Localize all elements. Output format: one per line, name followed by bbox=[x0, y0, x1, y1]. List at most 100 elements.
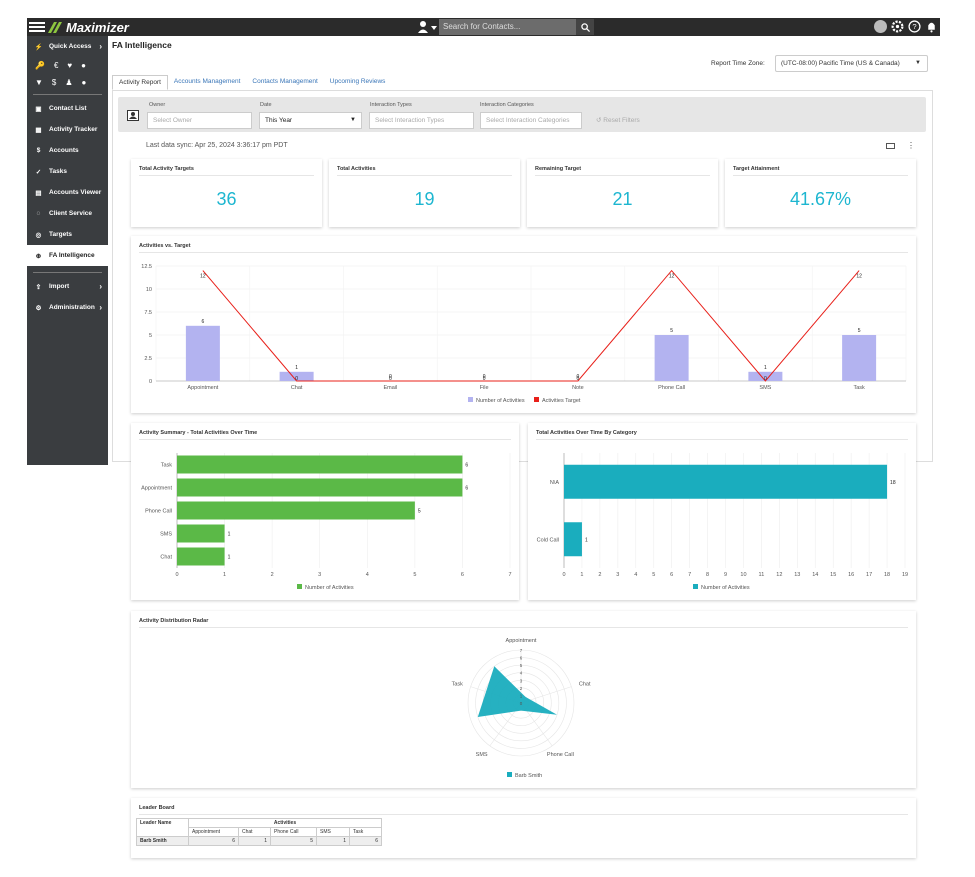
app-logo[interactable]: Maximizer bbox=[48, 20, 129, 35]
kpi-title: Target Attainment bbox=[733, 166, 780, 172]
legend-swatch bbox=[507, 772, 512, 777]
tab-contacts-management[interactable]: Contacts Management bbox=[252, 78, 318, 85]
dollar-icon[interactable]: $ bbox=[51, 78, 57, 87]
target-value-label: 12 bbox=[669, 274, 675, 280]
radar-tick-label: 6 bbox=[520, 656, 523, 661]
x-tick-label: Phone Call bbox=[658, 385, 685, 391]
sidebar-item-activity-tracker[interactable]: ▦ Activity Tracker bbox=[27, 119, 108, 140]
contact-list-icon: ▣ bbox=[35, 105, 42, 113]
x-tick-label: 13 bbox=[794, 572, 800, 578]
sidebar-item-import[interactable]: ⇪ Import › bbox=[27, 276, 108, 297]
contact-search-type-icon[interactable] bbox=[417, 20, 439, 34]
sidebar-item-targets[interactable]: ◎ Targets bbox=[27, 224, 108, 245]
radar-axis-label: Appointment bbox=[506, 638, 537, 644]
category-chart-card: Total Activities Over Time By Category 0… bbox=[528, 423, 916, 600]
search-button[interactable] bbox=[576, 19, 594, 35]
radar-card: Activity Distribution Radar Appointment C… bbox=[131, 611, 916, 788]
legend-swatch bbox=[297, 584, 302, 589]
y-tick-label: SMS bbox=[160, 532, 172, 538]
sidebar-item-label: Accounts Viewer bbox=[49, 189, 102, 196]
table-cell: 1 bbox=[316, 836, 350, 846]
x-tick-label: Task bbox=[853, 385, 865, 391]
pin-icon[interactable]: ▼ bbox=[35, 78, 43, 87]
activity-summary-card: Activity Summary - Total Activities Over… bbox=[131, 423, 519, 600]
kpi-value: 19 bbox=[414, 189, 435, 209]
person-icon[interactable]: ♟ bbox=[65, 78, 73, 87]
bar-value-label: 5 bbox=[858, 328, 861, 334]
x-tick-label: 11 bbox=[759, 572, 765, 578]
activities-vs-target-chart: 12.5107.552.506Appointment1Chat0Email0Fi… bbox=[141, 264, 907, 404]
sidebar-item-label: Contact List bbox=[49, 105, 87, 112]
bar bbox=[177, 524, 225, 543]
menu-icon[interactable] bbox=[29, 20, 45, 34]
interaction-types-input[interactable]: Select Interaction Types bbox=[369, 112, 474, 129]
sidebar-item-accounts-viewer[interactable]: ▤ Accounts Viewer bbox=[27, 182, 108, 203]
y-tick-label: 7.5 bbox=[144, 310, 152, 316]
bar-value-label: 1 bbox=[295, 365, 298, 371]
radar-axis-label: Chat bbox=[579, 682, 591, 688]
x-tick-label: Email bbox=[383, 385, 397, 391]
legend-swatch bbox=[468, 397, 473, 402]
sidebar-item-accounts[interactable]: $ Accounts bbox=[27, 140, 108, 161]
bar bbox=[177, 547, 225, 566]
interaction-categories-input[interactable]: Select Interaction Categories bbox=[480, 112, 582, 129]
sidebar-item-contact-list[interactable]: ▣ Contact List bbox=[27, 98, 108, 119]
column-header: Phone Call bbox=[270, 827, 317, 837]
tab-upcoming-reviews[interactable]: Upcoming Reviews bbox=[329, 78, 386, 85]
leaderboard-title: Leader Board bbox=[139, 805, 175, 811]
top-bar: Maximizer Search for Contacts... ? bbox=[27, 18, 940, 36]
check-circle-icon: ✓ bbox=[35, 168, 42, 176]
timezone-select[interactable]: (UTC-08:00) Pacific Time (US & Canada) ▼ bbox=[775, 55, 928, 72]
owner-input[interactable]: Select Owner bbox=[147, 112, 252, 129]
sidebar-item-fa-intelligence[interactable]: ⊕ FA Intelligence bbox=[27, 245, 108, 266]
sidebar-item-tasks[interactable]: ✓ Tasks bbox=[27, 161, 108, 182]
gear-icon[interactable] bbox=[891, 20, 904, 33]
sidebar-item-quick-access[interactable]: ⚡ Quick Access › bbox=[27, 36, 108, 57]
x-tick-label: SMS bbox=[759, 385, 771, 391]
help-icon[interactable]: ? bbox=[908, 20, 921, 33]
sidebar: ⚡ Quick Access › 🔑 € ♥ ● ▼ $ ♟ ● ▣ Contac… bbox=[27, 36, 108, 465]
p-icon[interactable]: ● bbox=[81, 78, 87, 87]
x-tick-label: 9 bbox=[724, 572, 727, 578]
bar-value-label: 1 bbox=[228, 555, 231, 561]
sidebar-item-client-service[interactable]: ◌ Client Service bbox=[27, 203, 108, 224]
x-tick-label: File bbox=[480, 385, 489, 391]
x-tick-label: 6 bbox=[670, 572, 673, 578]
activity-summary-chart: 0 1 2 3 4 5 6 7 6 Task 6 Appointment 5 Phone Call 1 SMS… bbox=[141, 453, 512, 591]
tab-accounts-management[interactable]: Accounts Management bbox=[173, 78, 241, 85]
kpi-card-activities: Total Activities 19 bbox=[329, 159, 520, 227]
x-tick-label: 16 bbox=[848, 572, 854, 578]
chart-title: Activity Distribution Radar bbox=[139, 618, 209, 624]
sidebar-item-administration[interactable]: ⚙ Administration › bbox=[27, 297, 108, 318]
chat-icon[interactable]: ● bbox=[81, 61, 87, 70]
legend-label: Number of Activities bbox=[305, 585, 354, 591]
search-input[interactable]: Search for Contacts... bbox=[439, 19, 576, 35]
heart-icon[interactable]: ♥ bbox=[67, 61, 73, 70]
avatar[interactable] bbox=[874, 20, 887, 33]
key-icon[interactable]: 🔑 bbox=[35, 61, 45, 70]
report-frame bbox=[112, 90, 933, 462]
target-value-label: 12 bbox=[856, 274, 862, 280]
reset-filters-label: Reset Filters bbox=[603, 117, 640, 124]
y-tick-label: Cold Call bbox=[537, 537, 559, 543]
contact-card-icon[interactable] bbox=[127, 110, 139, 121]
date-select[interactable]: This Year ▼ bbox=[259, 112, 362, 129]
bar bbox=[185, 325, 220, 381]
y-tick-label: Task bbox=[161, 463, 173, 469]
bar-value-label: 0 bbox=[389, 374, 392, 380]
bell-icon[interactable] bbox=[925, 20, 938, 33]
reset-filters-button[interactable]: ↺ Reset Filters bbox=[596, 116, 640, 124]
calendar-icon: ▦ bbox=[35, 126, 42, 134]
euro-icon[interactable]: € bbox=[53, 61, 59, 70]
globe-icon: ⊕ bbox=[35, 252, 42, 260]
export-pdf-icon[interactable] bbox=[886, 143, 895, 149]
more-options-icon[interactable]: ⋮ bbox=[907, 141, 915, 150]
sidebar-item-label: Activity Tracker bbox=[49, 126, 98, 133]
interaction-types-label: Interaction Types bbox=[370, 102, 412, 108]
bar bbox=[177, 478, 463, 497]
dollar-icon: $ bbox=[36, 147, 41, 154]
table-cell: 5 bbox=[270, 836, 317, 846]
tab-activity-report[interactable]: Activity Report bbox=[112, 75, 168, 90]
radar-tick-label: 5 bbox=[520, 663, 523, 668]
y-tick-label: Appointment bbox=[141, 486, 172, 492]
